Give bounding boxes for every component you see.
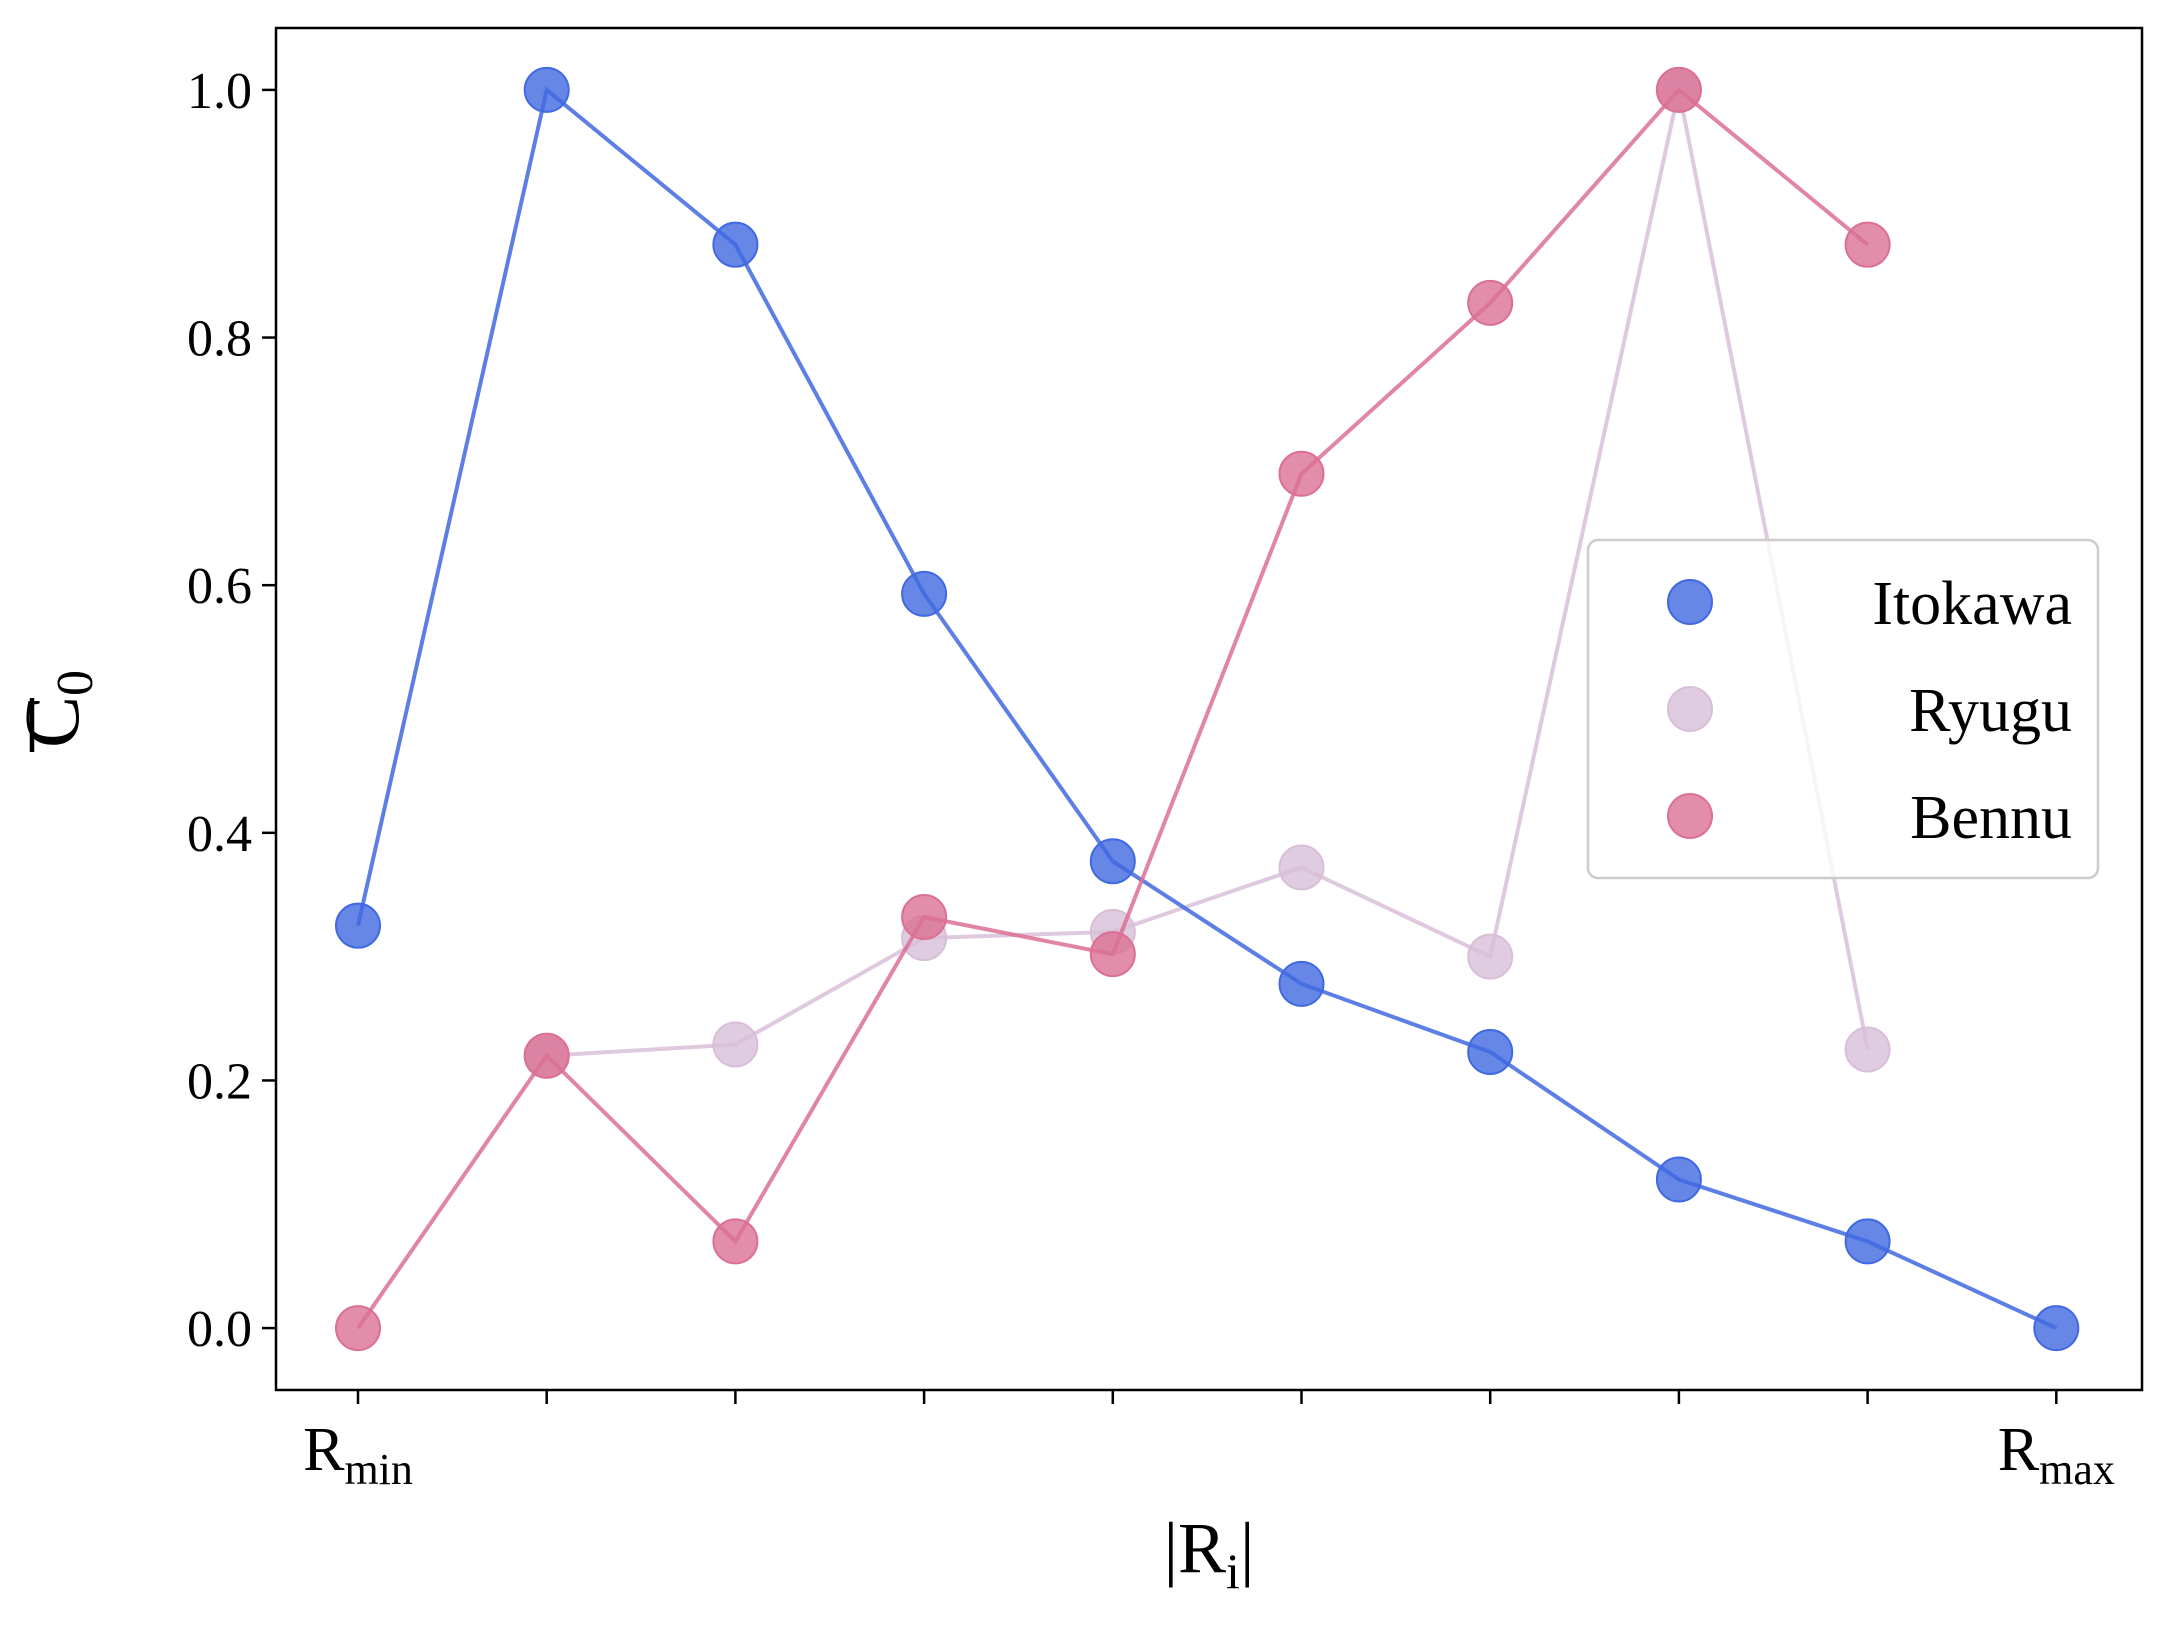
legend-label: Bennu (1910, 784, 2072, 852)
data-point (1467, 279, 1514, 326)
data-point (1844, 1218, 1891, 1265)
series-itokawa (335, 66, 2080, 1352)
data-point (712, 1021, 759, 1068)
data-point (1467, 1028, 1514, 1075)
series-bennu (335, 66, 1891, 1352)
data-point (1844, 221, 1891, 268)
data-point (1278, 844, 1325, 891)
data-point (335, 1305, 381, 1352)
data-point (712, 221, 759, 268)
legend-marker (1667, 579, 1713, 625)
data-point (523, 1032, 570, 1079)
series-layer (335, 66, 2080, 1352)
x-tick-label: Rmin (303, 1416, 413, 1494)
data-point (901, 894, 948, 941)
data-point (523, 66, 570, 113)
y-axis-label: C0 (8, 670, 104, 752)
y-axis-label-text: C0 (8, 670, 104, 748)
data-point (1089, 931, 1136, 978)
data-point (335, 902, 381, 949)
x-tick-label: Rmax (1998, 1416, 2115, 1494)
y-tick-label: 0.4 (187, 806, 252, 863)
data-point (1278, 450, 1325, 497)
legend-marker (1667, 793, 1713, 839)
y-axis: 0.0 0.2 0.4 0.6 0.8 1.0 (187, 63, 276, 1358)
x-axis: Rmin Rmax (303, 1390, 2115, 1494)
data-point (1844, 1026, 1891, 1073)
data-point (1278, 960, 1325, 1007)
data-point (712, 1218, 759, 1265)
data-point (901, 570, 948, 617)
data-point (1467, 933, 1514, 980)
legend-marker (1667, 686, 1713, 732)
x-axis-label: |Ri| (1164, 1508, 1255, 1599)
legend-label: Itokawa (1872, 570, 2072, 638)
data-point (1655, 1156, 1702, 1203)
legend: Itokawa Ryugu Bennu (1586, 538, 2100, 880)
legend-box (1586, 538, 2100, 880)
y-tick-label: 0.2 (187, 1053, 252, 1110)
data-point (1089, 838, 1136, 885)
y-tick-label: 1.0 (187, 63, 252, 120)
y-tick-label: 0.0 (187, 1301, 252, 1358)
series-line (546, 89, 1870, 1058)
data-point (1655, 66, 1702, 113)
legend-label: Ryugu (1909, 677, 2072, 745)
data-point (2033, 1305, 2080, 1352)
y-tick-label: 0.8 (187, 311, 252, 368)
y-tick-label: 0.6 (187, 558, 252, 615)
series-line (356, 86, 2058, 1330)
